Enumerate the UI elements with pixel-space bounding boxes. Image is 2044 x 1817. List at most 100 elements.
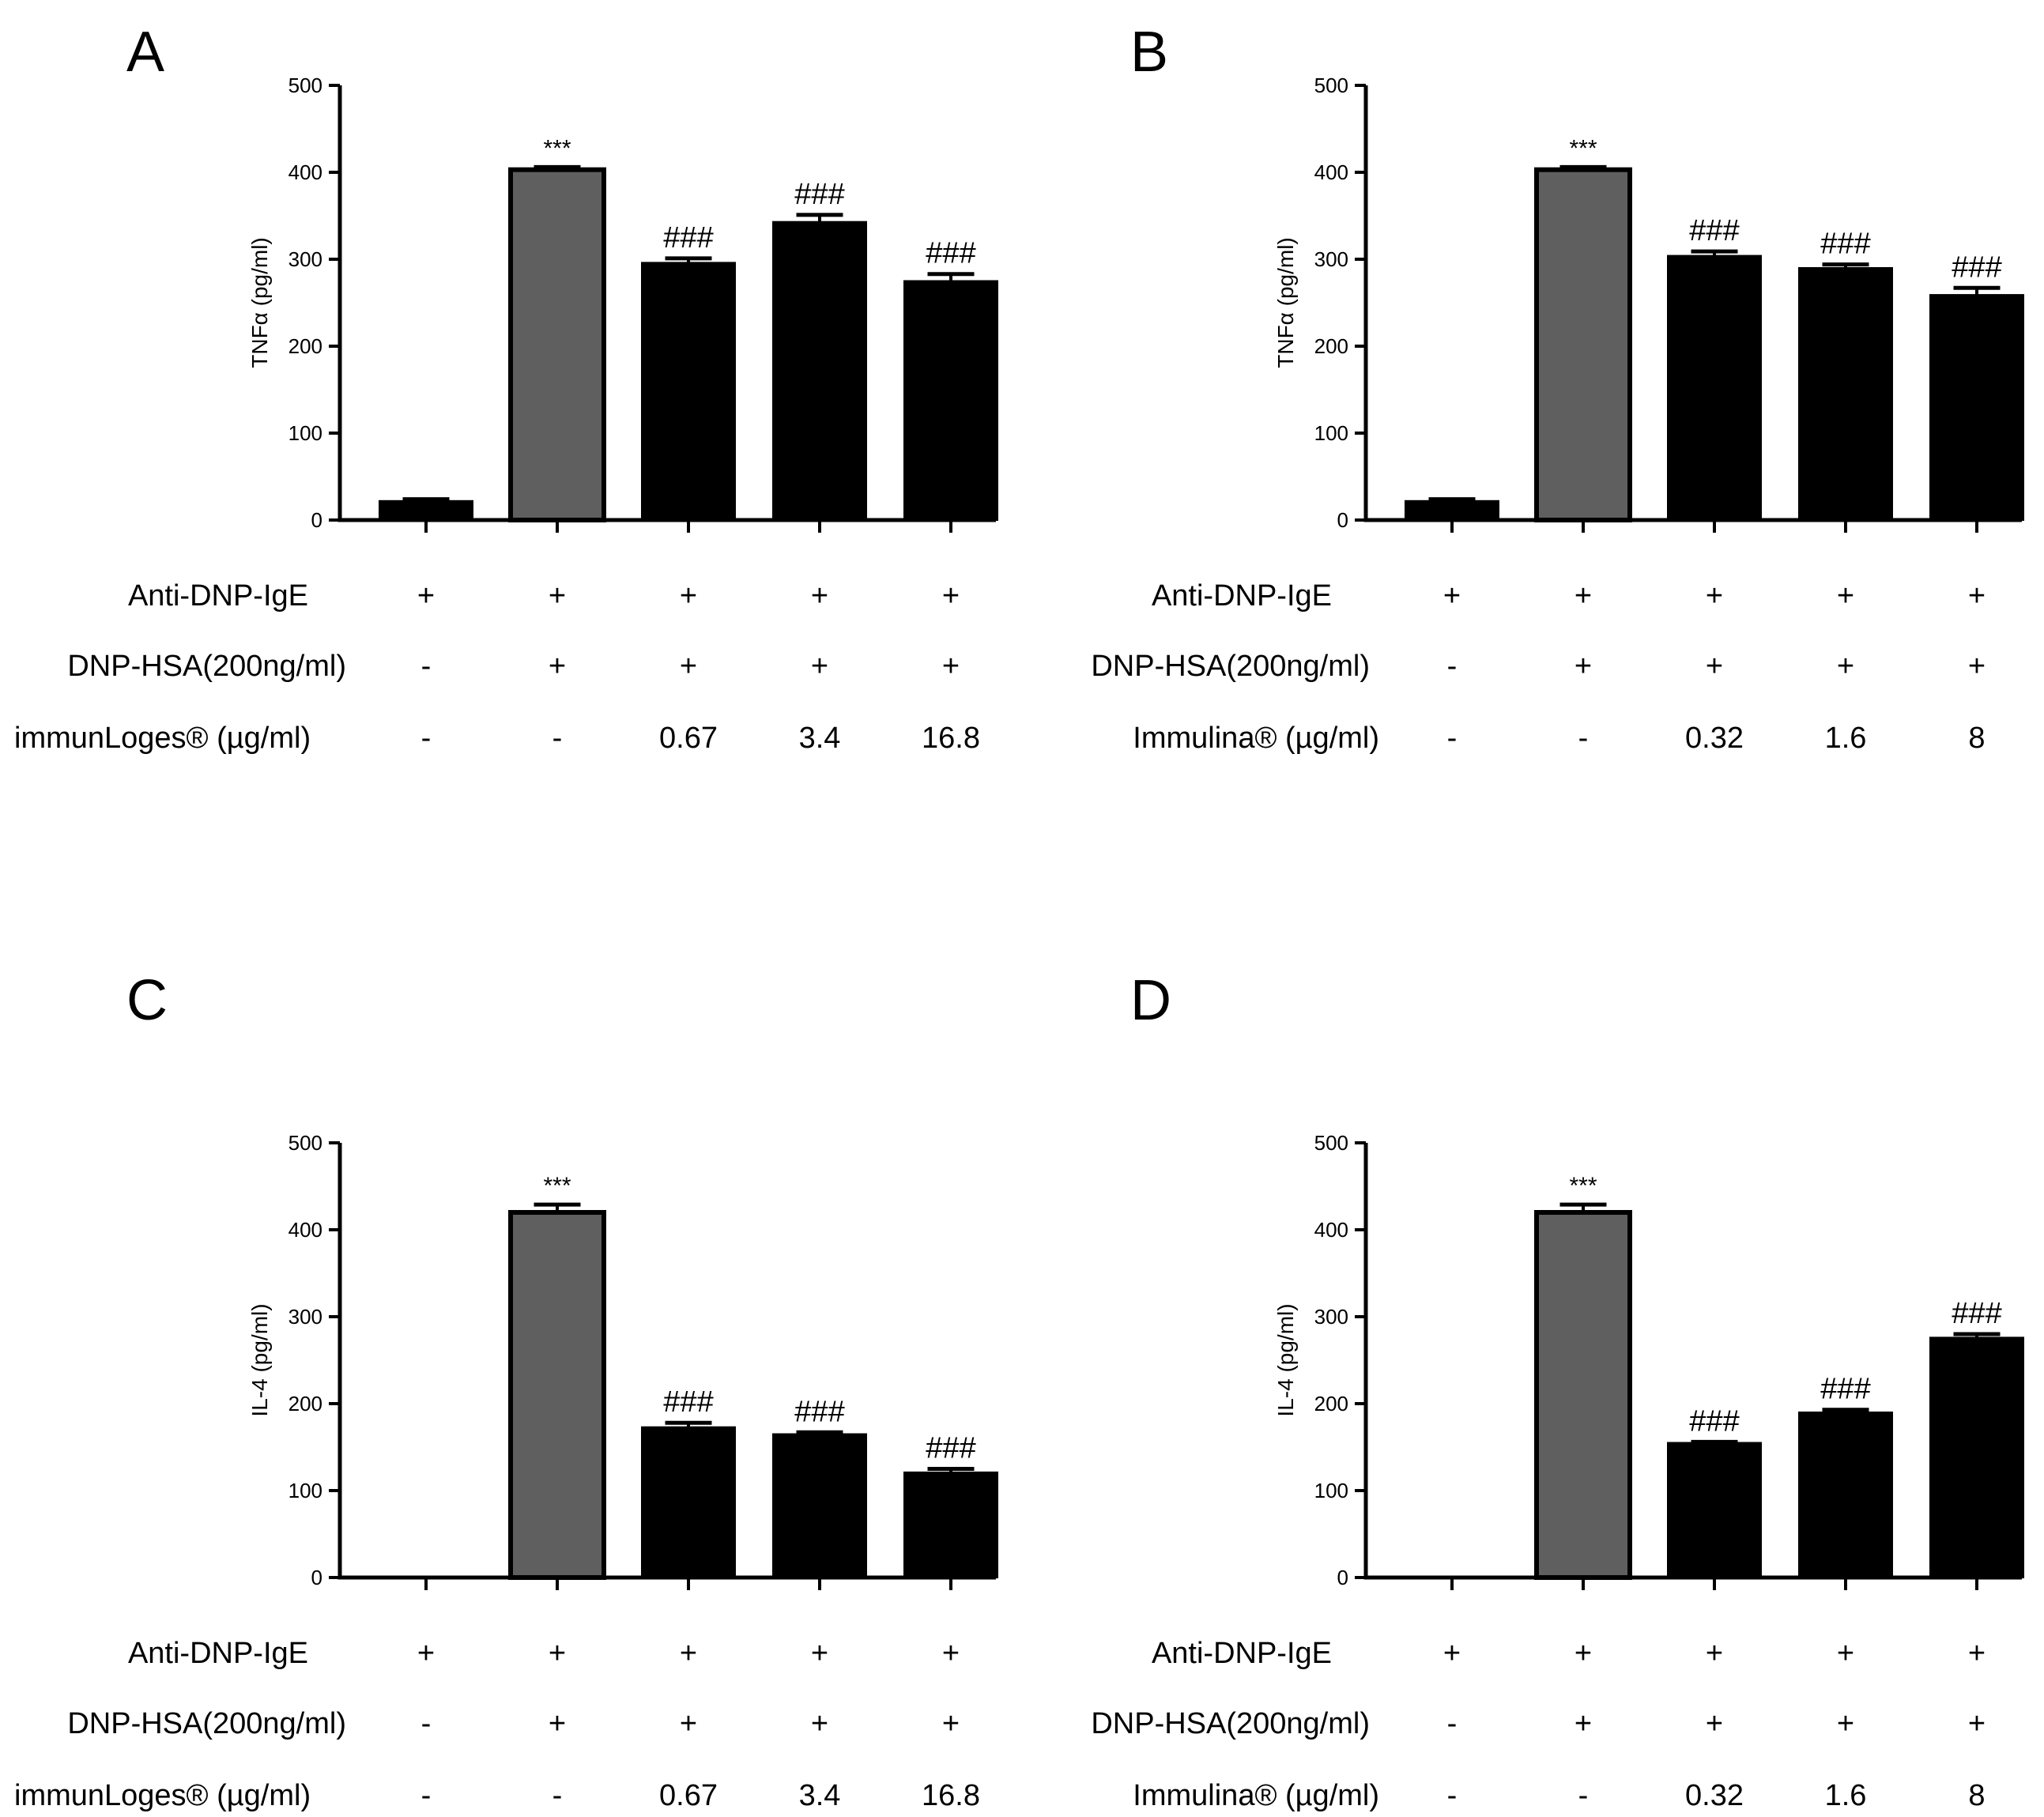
condition-value: + xyxy=(811,650,828,683)
significance-label: *** xyxy=(543,1173,571,1199)
condition-value: + xyxy=(1837,650,1854,683)
y-tick-label: 300 xyxy=(288,247,322,271)
bar xyxy=(1929,294,2024,521)
condition-value: + xyxy=(1574,650,1592,683)
significance-label: *** xyxy=(1569,135,1597,161)
condition-value: 0.67 xyxy=(659,1779,718,1812)
condition-value: + xyxy=(1443,579,1461,613)
condition-table-b: + + + + + - + + + + - - 0.32 1.6 8 xyxy=(1443,579,1986,755)
condition-value: + xyxy=(1574,1637,1592,1670)
condition-value: 1.6 xyxy=(1825,722,1867,755)
condition-value: - xyxy=(1447,650,1458,683)
condition-table-c: + + + + + - + + + + - - 0.67 3.4 16.8 xyxy=(417,1637,980,1812)
row-label-treatment: immunLoges® (µg/ml) xyxy=(14,1779,311,1812)
condition-value: 0.32 xyxy=(1685,722,1744,755)
y-axis-title: IL-4 (pg/ml) xyxy=(247,1303,272,1416)
condition-table-d: + + + + + - + + + + - - 0.32 1.6 8 xyxy=(1443,1637,1986,1812)
condition-value: + xyxy=(942,650,960,683)
y-tick-label: 400 xyxy=(1314,1218,1348,1242)
y-tick-label: 500 xyxy=(1314,74,1348,97)
bar xyxy=(1798,267,1893,521)
significance-label: ### xyxy=(794,1395,844,1428)
bar xyxy=(903,280,998,521)
condition-value: + xyxy=(680,1707,697,1740)
condition-value: - xyxy=(552,1779,563,1812)
condition-value: - xyxy=(421,1707,432,1740)
bar-chart-d: 0 100 200 300 400 500 IL-4 (pg/ml) *** ### ### ### xyxy=(1273,1131,2024,1590)
significance-label: ### xyxy=(1820,1373,1870,1406)
bar xyxy=(903,1471,998,1578)
bar xyxy=(641,1426,736,1579)
panel-letter: D xyxy=(1130,969,1171,1032)
y-tick-label: 200 xyxy=(1314,334,1348,358)
condition-value: 0.67 xyxy=(659,722,718,755)
condition-value: + xyxy=(680,650,697,683)
bar-chart-c: 0 100 200 300 400 500 IL-4 (pg/ml) *** ### ### ### xyxy=(247,1131,998,1590)
row-label-dnp-hsa: DNP-HSA(200ng/ml) xyxy=(67,650,346,683)
row-label-treatment: immunLoges® (µg/ml) xyxy=(14,722,311,755)
bar xyxy=(1667,254,1762,521)
condition-value: + xyxy=(1837,1707,1854,1740)
panel-letter: B xyxy=(1130,21,1168,84)
y-tick-label: 100 xyxy=(288,421,322,445)
row-label-dnp-hsa: DNP-HSA(200ng/ml) xyxy=(67,1707,346,1740)
significance-label: *** xyxy=(1569,1173,1597,1199)
y-tick-label: 500 xyxy=(1314,1131,1348,1155)
condition-value: + xyxy=(942,1637,960,1670)
row-label-dnp-hsa: DNP-HSA(200ng/ml) xyxy=(1091,650,1370,683)
panel-b: B 0 100 200 300 400 500 TNFα (pg/ml) *** ### ### #… xyxy=(1091,21,2024,755)
condition-value: - xyxy=(1447,722,1458,755)
bar xyxy=(508,1210,606,1580)
significance-label: ### xyxy=(1952,251,2001,284)
condition-value: 1.6 xyxy=(1825,1779,1867,1812)
y-tick-label: 300 xyxy=(1314,247,1348,271)
bar xyxy=(1798,1412,1893,1578)
condition-value: + xyxy=(1574,1707,1592,1740)
condition-value: + xyxy=(942,1707,960,1740)
condition-value: + xyxy=(1837,1637,1854,1670)
bar xyxy=(379,499,473,521)
y-tick-label: 400 xyxy=(288,160,322,184)
condition-value: + xyxy=(942,579,960,613)
condition-value: 16.8 xyxy=(922,722,980,755)
condition-value: - xyxy=(1447,1779,1458,1812)
y-tick-label: 300 xyxy=(1314,1305,1348,1329)
y-axis-title: TNFα (pg/ml) xyxy=(1273,237,1298,368)
condition-value: + xyxy=(680,1637,697,1670)
significance-label: ### xyxy=(663,221,713,254)
significance-label: *** xyxy=(543,135,571,161)
condition-value: + xyxy=(549,650,566,683)
condition-value: - xyxy=(421,1779,432,1812)
panel-a: A 0 100 200 300 400 500 TNFα (pg/ml) *** ### ### #… xyxy=(14,21,998,755)
condition-value: + xyxy=(1968,1637,1986,1670)
row-label-anti-dnp-ige: Anti-DNP-IgE xyxy=(1152,1637,1332,1670)
y-tick-label: 0 xyxy=(1337,508,1348,532)
bar xyxy=(641,262,736,521)
panel-c: C 0 100 200 300 400 500 IL-4 (pg/ml) *** ### ### #… xyxy=(14,969,998,1812)
condition-value: 3.4 xyxy=(799,722,841,755)
panel-letter: C xyxy=(126,969,168,1032)
bar xyxy=(1405,499,1499,521)
condition-value: + xyxy=(1443,1637,1461,1670)
condition-value: - xyxy=(1578,1779,1589,1812)
bar xyxy=(508,167,606,522)
condition-value: + xyxy=(1574,579,1592,613)
condition-value: - xyxy=(1578,722,1589,755)
y-tick-label: 100 xyxy=(1314,1479,1348,1502)
condition-value: + xyxy=(1706,650,1723,683)
row-label-treatment: Immulina® (µg/ml) xyxy=(1133,1779,1379,1812)
condition-value: - xyxy=(1447,1707,1458,1740)
condition-value: + xyxy=(680,579,697,613)
condition-value: + xyxy=(549,579,566,613)
y-axis-title: IL-4 (pg/ml) xyxy=(1273,1303,1298,1416)
condition-value: + xyxy=(811,1637,828,1670)
bar xyxy=(1534,1210,1632,1580)
y-tick-label: 200 xyxy=(1314,1392,1348,1416)
y-axis-title: TNFα (pg/ml) xyxy=(247,237,272,368)
condition-value: + xyxy=(1706,1637,1723,1670)
condition-value: + xyxy=(811,579,828,613)
panel-letter: A xyxy=(126,21,164,84)
y-tick-label: 0 xyxy=(1337,1566,1348,1589)
condition-value: + xyxy=(811,1707,828,1740)
condition-value: + xyxy=(549,1707,566,1740)
